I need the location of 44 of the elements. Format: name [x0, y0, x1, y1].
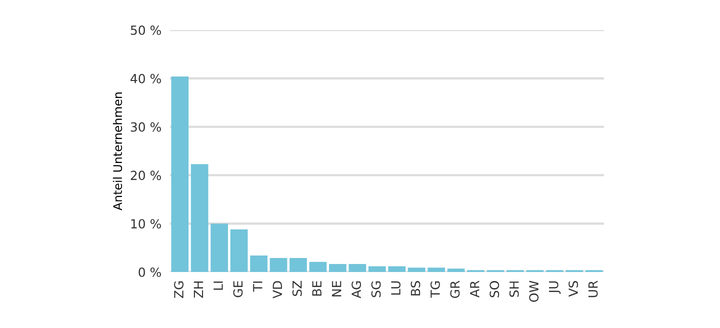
y-tick-label: 40 % [130, 74, 161, 84]
x-tick-label: TI [253, 282, 262, 292]
bar [270, 258, 288, 272]
bar [329, 264, 346, 272]
x-tick-label: LI [214, 282, 223, 290]
bar [190, 164, 208, 272]
bar [408, 268, 426, 272]
x-tick-label: JU [549, 281, 561, 294]
bar [171, 76, 189, 272]
bar [230, 229, 248, 272]
bar [290, 258, 307, 272]
y-tick-label: 50 % [130, 25, 161, 35]
bar [210, 224, 228, 272]
x-tick-label: OW [529, 280, 539, 302]
x-tick-label: NE [332, 281, 342, 296]
bar [309, 262, 327, 272]
x-tick-label: BE [312, 281, 322, 296]
bar [368, 266, 386, 272]
x-tick-label: VS [568, 281, 578, 297]
bar [388, 266, 406, 272]
y-tick-label: 10 % [131, 219, 161, 229]
x-tick-label: TG [430, 281, 440, 298]
x-tick-label: SH [509, 282, 519, 297]
x-tick-label: LU [391, 281, 400, 295]
y-tick-label: 20 % [130, 170, 161, 180]
bar [447, 268, 465, 272]
x-tick-label: AG [352, 281, 362, 298]
bar [250, 256, 268, 272]
x-tick-label: SO [490, 281, 500, 298]
bar [348, 264, 366, 272]
bar [428, 268, 445, 272]
x-tick-label: ZG [174, 281, 184, 298]
y-axis-title: Anteil Unternehmen [112, 92, 122, 210]
x-tick-label: SG [371, 281, 381, 298]
x-tick-label: ZH [194, 282, 204, 298]
x-tick-label: SZ [292, 280, 302, 296]
x-tick-label: BS [410, 281, 420, 296]
x-tick-label: UR [588, 280, 598, 298]
x-tick-label: GR [450, 280, 460, 298]
x-tick-label: VD [272, 281, 282, 298]
y-tick-label: 30 % [130, 122, 161, 132]
x-tick-label: GE [233, 281, 243, 298]
x-tick-label: AR [470, 280, 480, 298]
y-tick-label: 0 % [138, 267, 161, 277]
